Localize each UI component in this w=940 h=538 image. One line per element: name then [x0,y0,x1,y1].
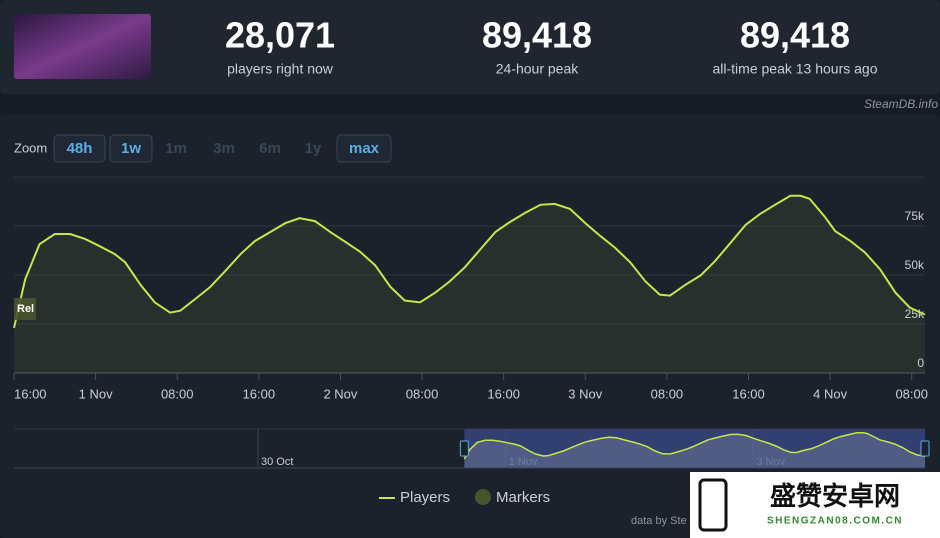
navigator-area [464,432,925,468]
watermark-title: 盛赞安卓网 [770,481,900,511]
navigator-label: 30 Oct [261,456,293,468]
x-tick-label: 08:00 [161,386,194,401]
zoom-button-label[interactable]: 48h [67,140,93,157]
zoom-button-label: 1m [165,140,187,157]
x-tick-label: 08:00 [406,386,439,401]
zoom-label: Zoom [14,140,47,155]
source: SteamDB.info [864,97,938,111]
line [13,194,926,329]
zoom-button-label: 3m [213,140,235,157]
stat-value: 89,418 [482,15,592,56]
y-tick-label: 75k [905,209,925,223]
stats-panel [0,0,940,94]
y-tick-label: 50k [905,258,925,272]
zoom-button-label[interactable]: max [349,140,380,157]
y-tick-label: 25k [905,307,925,321]
stat-value: 28,071 [225,15,335,56]
watermark-box [690,472,940,538]
area [14,195,925,373]
stat-value: 89,418 [740,15,850,56]
marker-label: Rel [17,303,34,315]
game-thumbnail [14,14,151,79]
zoom-buttons: 48h 1w 1m 3m 6m 1y max [53,134,392,163]
credit: data by Ste [631,515,687,527]
zoom-button[interactable] [336,134,392,163]
stat-label: 24-hour peak [496,61,580,77]
x-tick-label: 4 Nov [813,386,847,401]
navigator-handle[interactable] [459,440,469,457]
x-tick-label: 16:00 [732,386,765,401]
x-tick-label: 16:00 [487,386,520,401]
zoom-button[interactable] [53,134,106,163]
stat-label: all-time peak 13 hours ago [713,61,878,77]
x-tick-label: 1 Nov [79,386,113,401]
watermark-icon [698,478,728,532]
navigator-line [463,431,926,460]
plot: 0 25k 50k 75k 16:00 1 Nov 08:00 16:00 2 Nov 08:00… [13,176,930,527]
legend-label[interactable]: Players [400,489,450,506]
zoom-button-label: 1y [305,140,322,157]
x-tick-label: 2 Nov [323,386,357,401]
x-tick-label: 16:00 [14,386,47,401]
legend-marker [475,489,491,505]
x-tick-label: 08:00 [651,386,684,401]
zoom-button[interactable] [109,134,153,163]
legend-label[interactable]: Markers [496,489,550,506]
zoom-button-label[interactable]: 1w [121,140,141,157]
x-tick-label: 3 Nov [568,386,602,401]
y-tick-label: 0 [917,356,924,370]
x-tick-label: 08:00 [895,386,928,401]
stats: 28,071 players right now 89,418 24-hour pea… [225,15,878,77]
stat-label: players right now [227,61,334,77]
x-tick-label: 16:00 [243,386,276,401]
navigator-handle[interactable] [920,440,930,457]
watermark-url: SHENGZAN08.COM.CN [767,516,903,527]
marker [14,298,36,320]
zoom-button-label: 6m [259,140,281,157]
